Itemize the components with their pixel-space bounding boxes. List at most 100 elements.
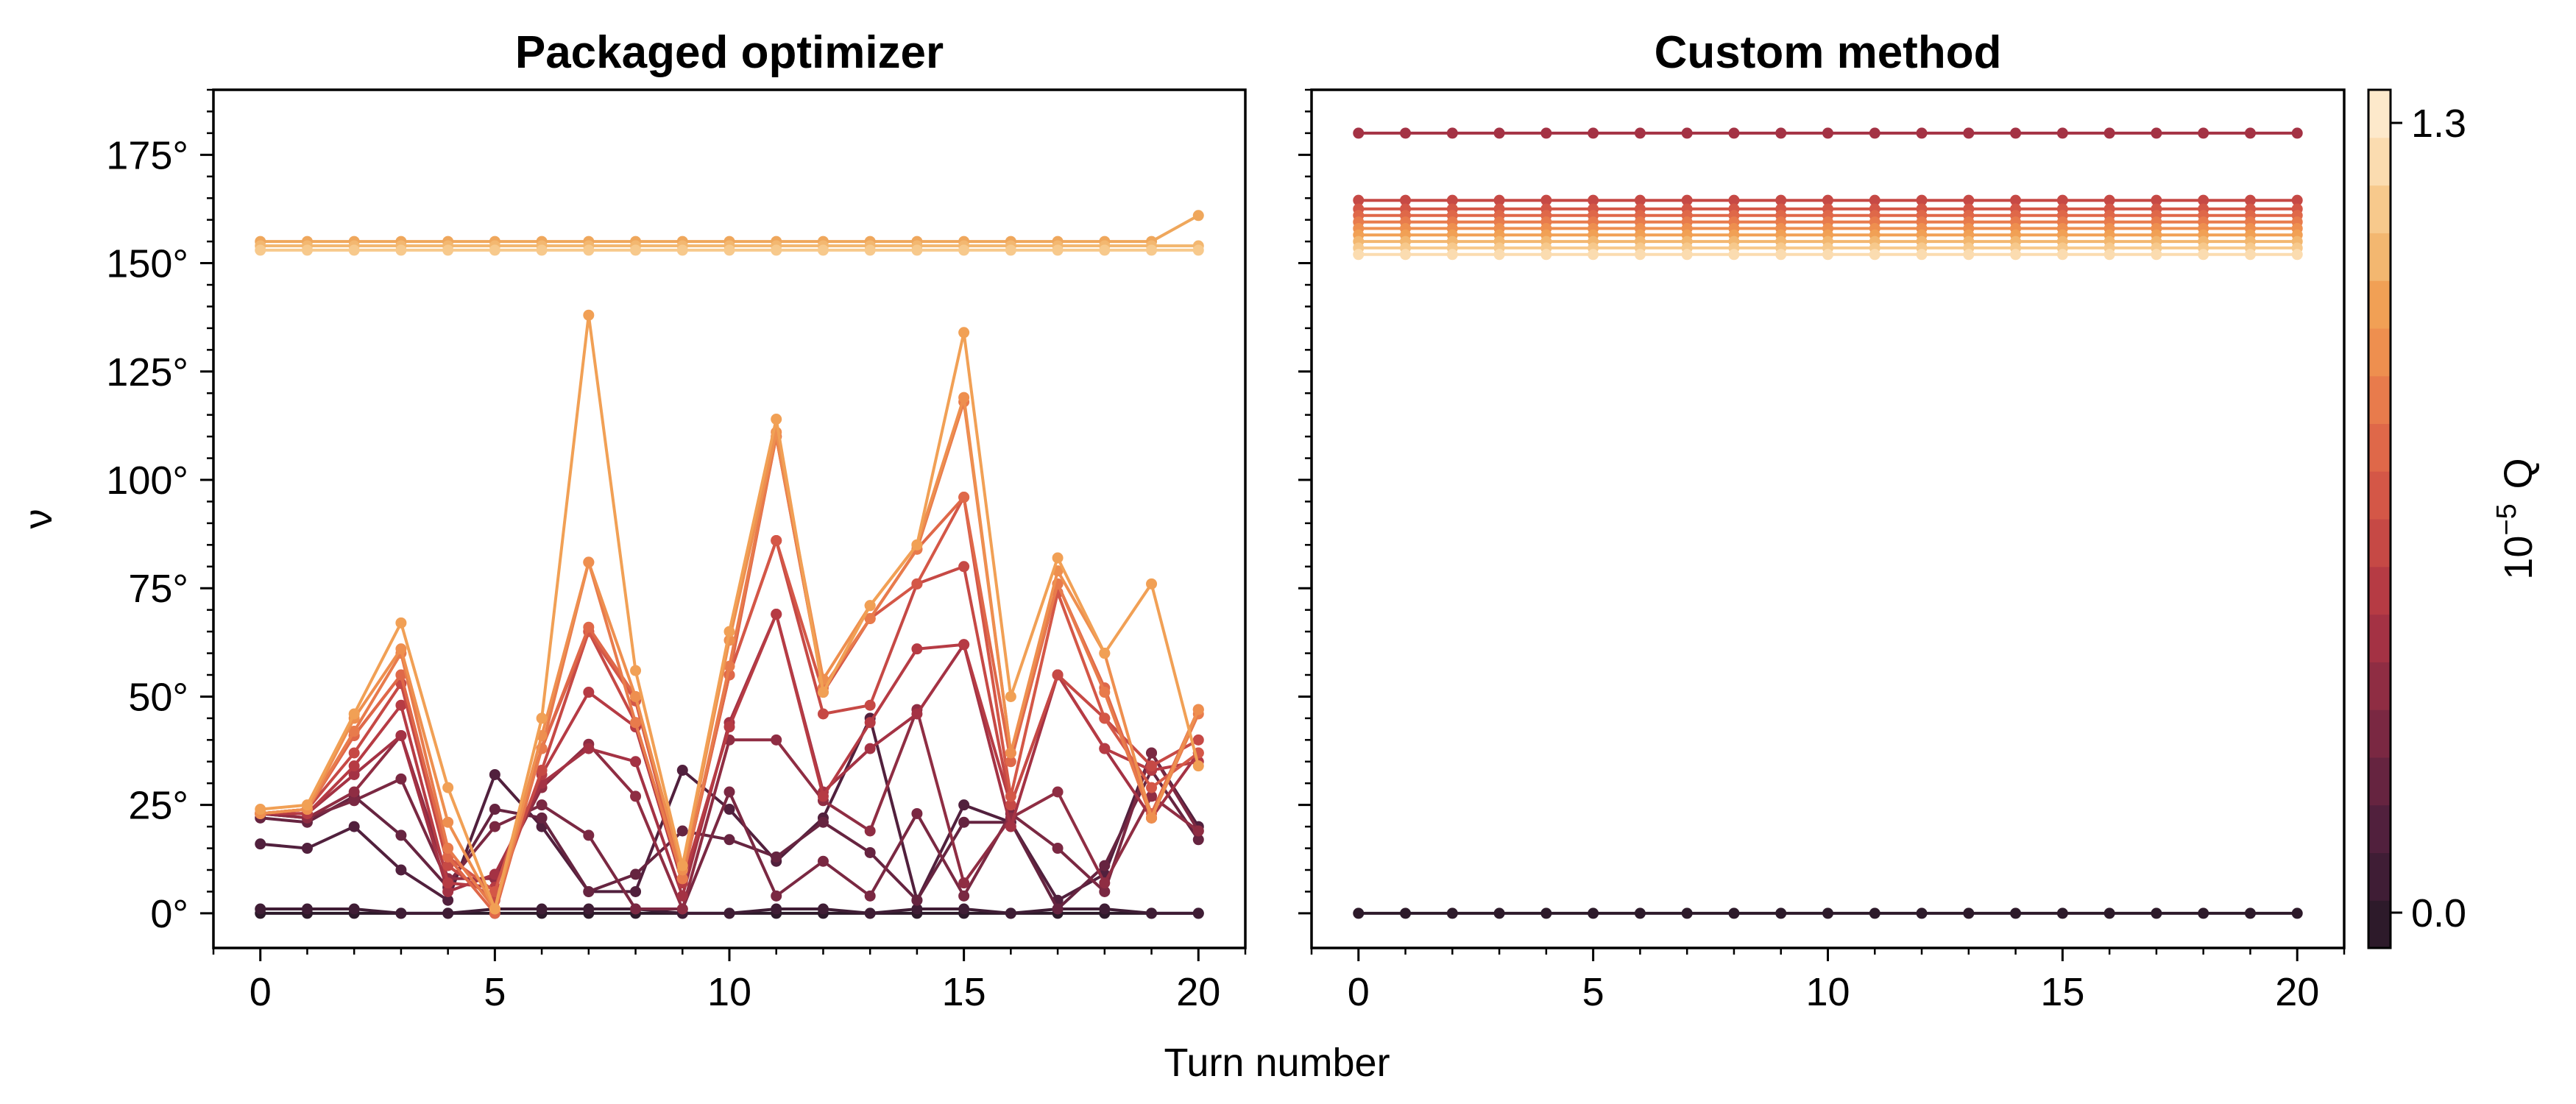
data-point: [1588, 127, 1599, 139]
data-point: [1146, 244, 1158, 256]
data-point: [723, 244, 735, 256]
data-point: [583, 309, 595, 321]
x-tick-label: 20: [2275, 970, 2319, 1014]
data-point: [1540, 194, 1552, 206]
data-point: [442, 894, 454, 906]
data-point: [2244, 127, 2256, 139]
data-point: [1634, 127, 1646, 139]
data-point: [536, 765, 548, 776]
data-point: [1822, 249, 1833, 261]
data-point: [1400, 907, 1412, 919]
data-point: [1099, 860, 1111, 871]
data-point: [911, 578, 923, 590]
data-point: [1869, 127, 1880, 139]
data-point: [2056, 907, 2068, 919]
colorbar-segment: [2368, 471, 2391, 520]
y-tick-label: 50°: [128, 675, 188, 719]
data-point: [1192, 244, 1204, 256]
data-point: [1775, 194, 1787, 206]
data-point: [1493, 249, 1505, 261]
data-point: [583, 244, 595, 256]
data-point: [1822, 194, 1833, 206]
data-point: [1052, 244, 1064, 256]
data-point: [348, 786, 360, 798]
y-tick-label: 0°: [150, 892, 188, 936]
data-point: [1540, 127, 1552, 139]
x-axis-label: Turn number: [1164, 1041, 1390, 1085]
data-point: [1099, 877, 1111, 889]
data-point: [1146, 578, 1158, 590]
data-point: [630, 665, 642, 676]
data-point: [958, 244, 970, 256]
data-point: [2291, 194, 2303, 206]
data-point: [1052, 843, 1064, 854]
x-tick-label: 0: [250, 970, 272, 1014]
axes-frame: [1310, 88, 2346, 949]
series-line: [260, 314, 1200, 910]
data-point: [442, 816, 454, 828]
data-point: [723, 907, 735, 919]
colorbar-label-quantity: Q: [2497, 458, 2541, 489]
data-point: [911, 903, 923, 915]
data-point: [1400, 194, 1412, 206]
colorbar-segment: [2368, 519, 2391, 567]
data-point: [1192, 825, 1204, 837]
data-point: [958, 327, 970, 339]
data-point: [2103, 194, 2115, 206]
data-point: [1869, 194, 1880, 206]
colorbar-label: 10−5 Q: [2491, 458, 2541, 579]
y-tick-label: 150°: [106, 242, 188, 286]
data-point: [1728, 249, 1740, 261]
data-point: [817, 790, 829, 802]
data-point: [864, 244, 876, 256]
data-point: [1052, 786, 1064, 798]
data-point: [255, 838, 266, 850]
data-point: [2244, 194, 2256, 206]
data-point: [771, 414, 782, 425]
data-point: [771, 609, 782, 620]
axes-frame: [212, 88, 1247, 949]
data-point: [583, 621, 595, 633]
data-point: [2198, 194, 2209, 206]
data-point: [395, 829, 407, 841]
data-point: [583, 743, 595, 754]
data-point: [1192, 834, 1204, 846]
data-point: [864, 612, 876, 624]
data-point: [1005, 244, 1016, 256]
colorbar-segment: [2368, 280, 2391, 329]
data-point: [489, 903, 500, 915]
data-point: [1146, 812, 1158, 824]
data-point: [1446, 907, 1458, 919]
data-point: [1192, 907, 1204, 919]
data-point: [2198, 127, 2209, 139]
data-point: [723, 626, 735, 637]
data-point: [630, 868, 642, 880]
data-point: [864, 907, 876, 919]
data-point: [630, 244, 642, 256]
series-group: [255, 210, 1204, 919]
data-point: [1099, 244, 1111, 256]
x-tick-label: 15: [2040, 970, 2084, 1014]
data-point: [2056, 127, 2068, 139]
data-point: [817, 903, 829, 915]
data-point: [255, 903, 266, 915]
data-point: [348, 821, 360, 832]
colorbar-segment: [2368, 423, 2391, 472]
y-tick-label: 75°: [128, 567, 188, 611]
data-point: [911, 807, 923, 819]
data-point: [1681, 194, 1693, 206]
colorbar-segment: [2368, 900, 2391, 949]
data-point: [1052, 903, 1064, 915]
data-point: [630, 690, 642, 702]
data-point: [723, 786, 735, 798]
data-point: [1146, 782, 1158, 793]
data-point: [255, 244, 266, 256]
data-point: [1005, 747, 1016, 759]
data-point: [489, 804, 500, 815]
data-point: [1353, 127, 1365, 139]
data-point: [1681, 907, 1693, 919]
y-tick-label: 100°: [106, 459, 188, 503]
data-point: [2103, 127, 2115, 139]
data-point: [395, 643, 407, 655]
data-point: [911, 708, 923, 720]
